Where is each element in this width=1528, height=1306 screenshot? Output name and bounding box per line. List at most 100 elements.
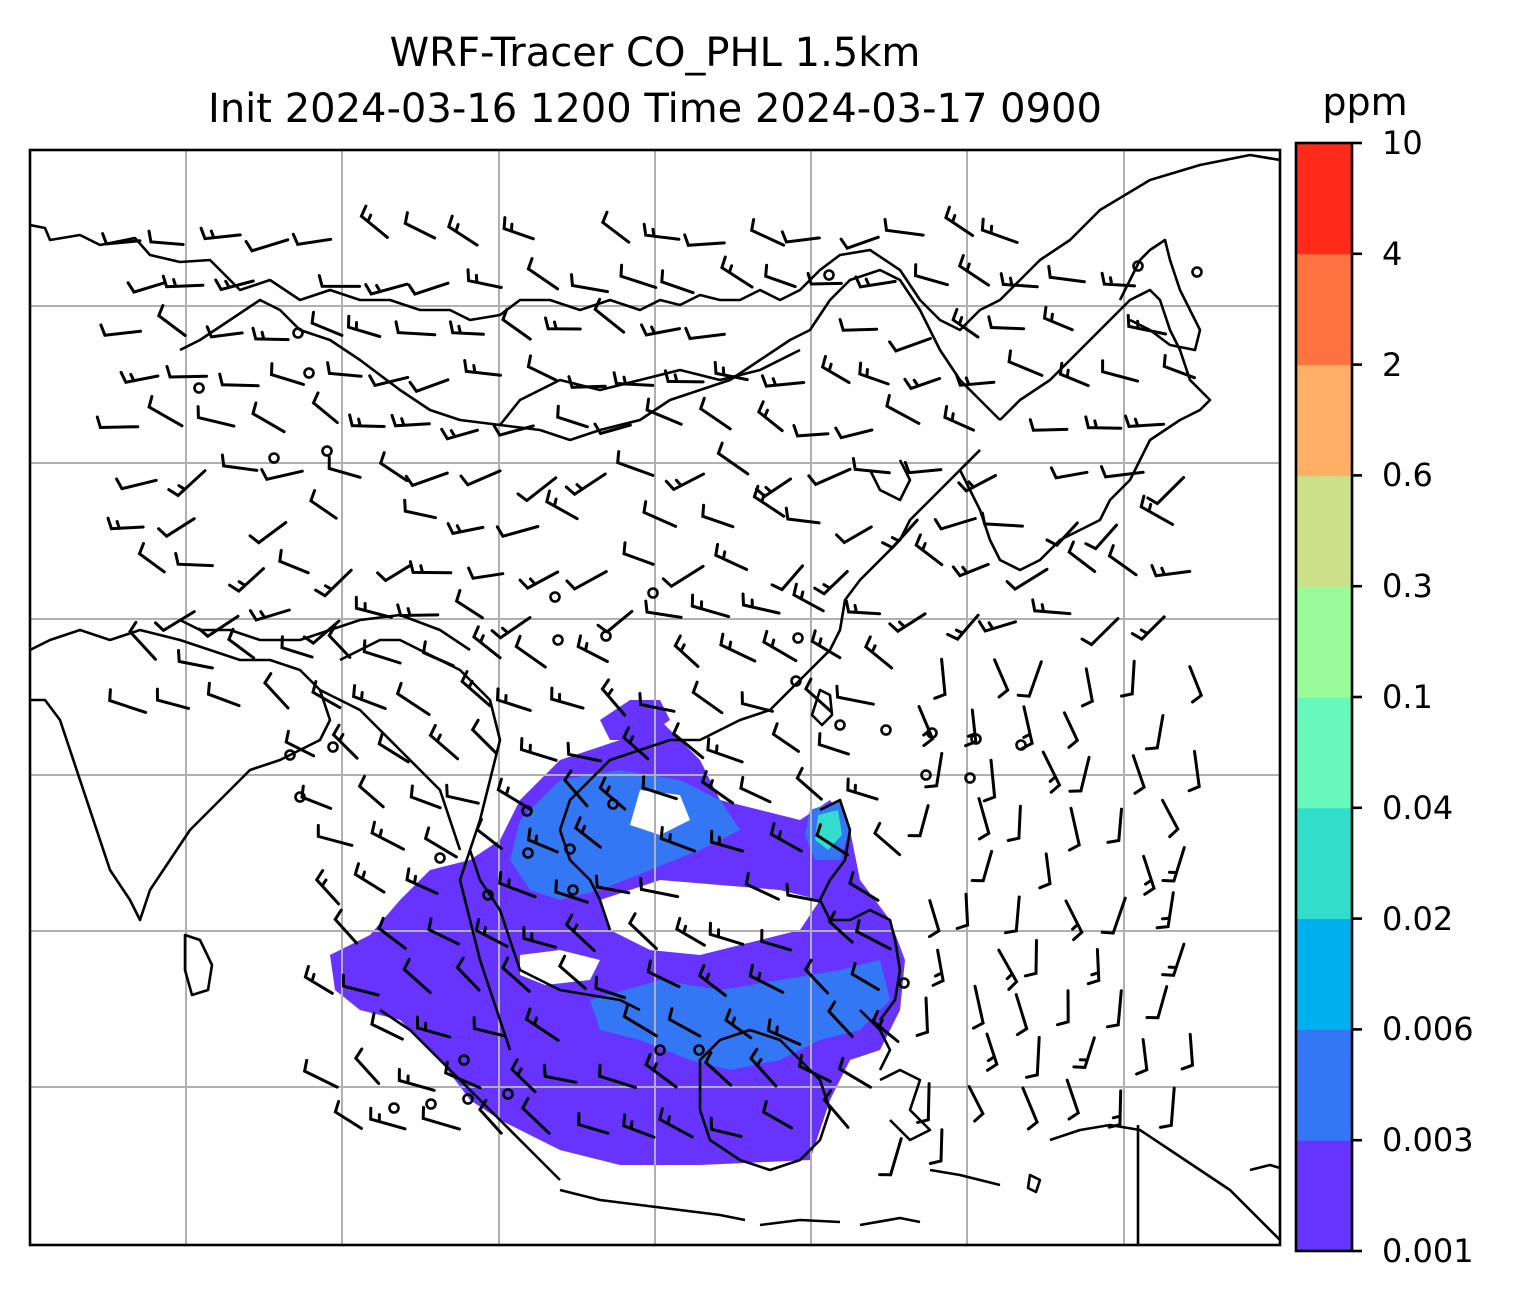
wind-barb [1100, 896, 1127, 935]
wind-barb [967, 1085, 985, 1123]
wind-barb [115, 477, 158, 491]
calm-wind-circle [834, 719, 846, 731]
wind-barb [955, 892, 970, 930]
colorbar-segment [1296, 918, 1352, 1030]
wind-barb [881, 518, 919, 550]
wind-barb [251, 326, 290, 342]
wind-barb [359, 204, 389, 239]
wind-barb [741, 592, 781, 615]
wind-barb [750, 218, 786, 247]
calm-wind-circle [521, 805, 533, 817]
wind-barb [970, 849, 994, 883]
wind-barb [403, 211, 437, 240]
wind-barb [303, 965, 334, 995]
wind-barb [744, 871, 780, 901]
calm-wind-circle [482, 889, 494, 901]
wind-barb [835, 525, 873, 545]
wind-barb [99, 323, 142, 337]
wind-barb [817, 732, 850, 756]
wind-barb [269, 362, 305, 386]
wind-barb [1162, 354, 1196, 380]
wind-barb [646, 959, 681, 989]
wind-barb [370, 1012, 404, 1041]
wind-barb [1086, 948, 1101, 986]
calm-wind-circle [567, 884, 579, 896]
wind-barb [364, 282, 409, 296]
wind-barb [577, 1112, 610, 1135]
wind-barb [1146, 476, 1186, 506]
calm-wind-circle [970, 733, 982, 745]
wind-barb [997, 948, 1019, 991]
wind-barb [326, 361, 363, 378]
colorbar-tick-label: 0.003 [1382, 1121, 1474, 1160]
wind-barb [642, 222, 681, 241]
wind-barb [822, 1089, 850, 1129]
wind-barb [873, 821, 902, 857]
wind-barb [1130, 615, 1166, 641]
wind-barb [797, 1053, 832, 1083]
wind-barb [985, 1032, 999, 1072]
wind-barb [428, 724, 460, 761]
wind-barb [915, 996, 930, 1037]
wind-barbs [95, 204, 1204, 1177]
wind-barb [95, 415, 140, 430]
wind-barb [460, 670, 492, 708]
wind-barb [709, 1116, 743, 1138]
wind-barb [697, 964, 727, 997]
calm-wind-circle [303, 367, 315, 379]
wind-barb [108, 688, 148, 714]
wind-barb [1158, 1086, 1176, 1129]
colorbar-segment [1296, 475, 1352, 587]
wind-barb [951, 307, 980, 339]
wind-barb [1126, 313, 1168, 336]
wind-barb [378, 451, 409, 483]
wind-barb [500, 956, 531, 993]
colorbar-tick-label: 0.001 [1382, 1232, 1474, 1270]
wind-barb [914, 533, 944, 567]
wind-barb [642, 500, 678, 528]
wind-barb [228, 567, 265, 593]
colorbar-tick-label: 2 [1382, 345, 1403, 384]
wind-barb [1041, 750, 1062, 794]
wind-barb [863, 635, 894, 670]
wind-barb [659, 826, 697, 853]
map-frame [28, 148, 1282, 1247]
calm-wind-circle [522, 847, 534, 859]
wind-barb [128, 620, 157, 661]
wind-barb [760, 374, 806, 388]
wind-barb [1023, 939, 1038, 978]
wind-barb [502, 216, 535, 241]
wind-barb [368, 374, 410, 388]
wind-barb [498, 870, 537, 899]
wind-barb [748, 963, 785, 994]
wind-barb [1065, 1078, 1081, 1121]
wind-barb [408, 560, 453, 575]
wind-barb [784, 506, 821, 525]
wind-barb [154, 610, 196, 633]
wind-barb [478, 1098, 503, 1135]
wind-barb [369, 1106, 407, 1131]
wind-barb [982, 758, 997, 803]
wind-barb [883, 217, 925, 237]
wind-barb [214, 278, 255, 292]
wind-barb [993, 658, 1010, 699]
wind-barb [844, 599, 882, 616]
wind-barb [1135, 1038, 1149, 1076]
wind-barb [827, 910, 854, 944]
wind-barb [854, 919, 892, 951]
wind-barb [155, 687, 191, 710]
wind-barb [357, 774, 385, 809]
wind-barb [700, 770, 735, 805]
wind-barb [839, 235, 880, 250]
wind-barb [714, 542, 749, 571]
calm-wind-circle [564, 843, 576, 855]
wind-barb [106, 516, 145, 531]
wind-barb [1067, 540, 1097, 573]
wind-barb [331, 723, 359, 760]
wind-barb [931, 948, 945, 987]
wind-barb [1100, 465, 1145, 479]
wind-barb [440, 427, 479, 441]
calm-wind-circle [607, 798, 619, 810]
wind-barb [354, 595, 394, 619]
wind-barb [395, 681, 431, 716]
